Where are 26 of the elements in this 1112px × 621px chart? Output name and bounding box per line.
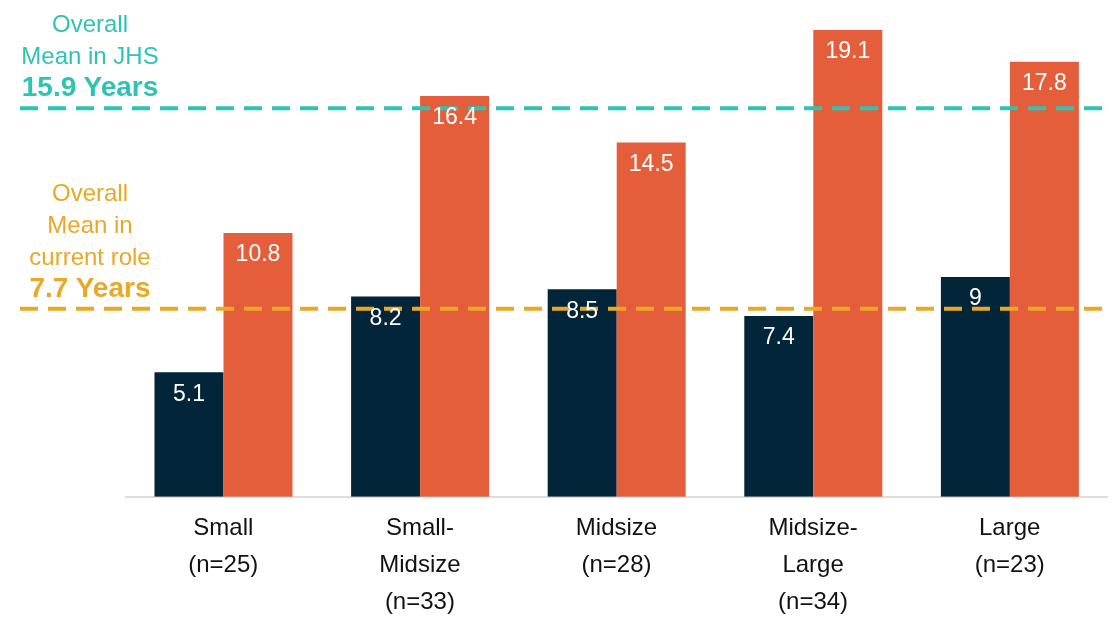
x-tick-label: Small (n=25) bbox=[188, 513, 259, 577]
ref-line-label: Overall Mean in JHS 15.9 Years bbox=[21, 10, 159, 103]
bar bbox=[351, 296, 421, 497]
bar bbox=[1009, 61, 1079, 497]
data-label: 19.1 bbox=[825, 37, 871, 64]
data-label: 5.1 bbox=[173, 379, 205, 406]
bar bbox=[744, 316, 814, 497]
data-label: 10.8 bbox=[235, 240, 281, 267]
bar bbox=[420, 96, 490, 497]
data-label: 8.2 bbox=[369, 303, 402, 330]
x-tick-label: Midsize (n=28) bbox=[575, 513, 658, 577]
x-tick-label: Midsize- Large (n=34) bbox=[768, 513, 858, 614]
data-label: 17.8 bbox=[1022, 69, 1067, 96]
data-label: 7.4 bbox=[762, 323, 795, 350]
bar bbox=[547, 289, 617, 497]
data-label: 16.4 bbox=[432, 103, 478, 130]
x-tick-label: Large (n=23) bbox=[974, 513, 1045, 577]
ref-line-label: Overall Mean in current role 7.7 Years bbox=[29, 178, 151, 303]
bar bbox=[154, 372, 224, 497]
bar bbox=[940, 276, 1010, 497]
bar bbox=[813, 30, 883, 497]
x-tick-label: Small- Midsize (n=33) bbox=[379, 513, 461, 614]
data-label: 14.5 bbox=[628, 149, 674, 176]
data-label: 9 bbox=[968, 284, 982, 311]
bar bbox=[223, 232, 293, 497]
bar bbox=[616, 142, 686, 497]
